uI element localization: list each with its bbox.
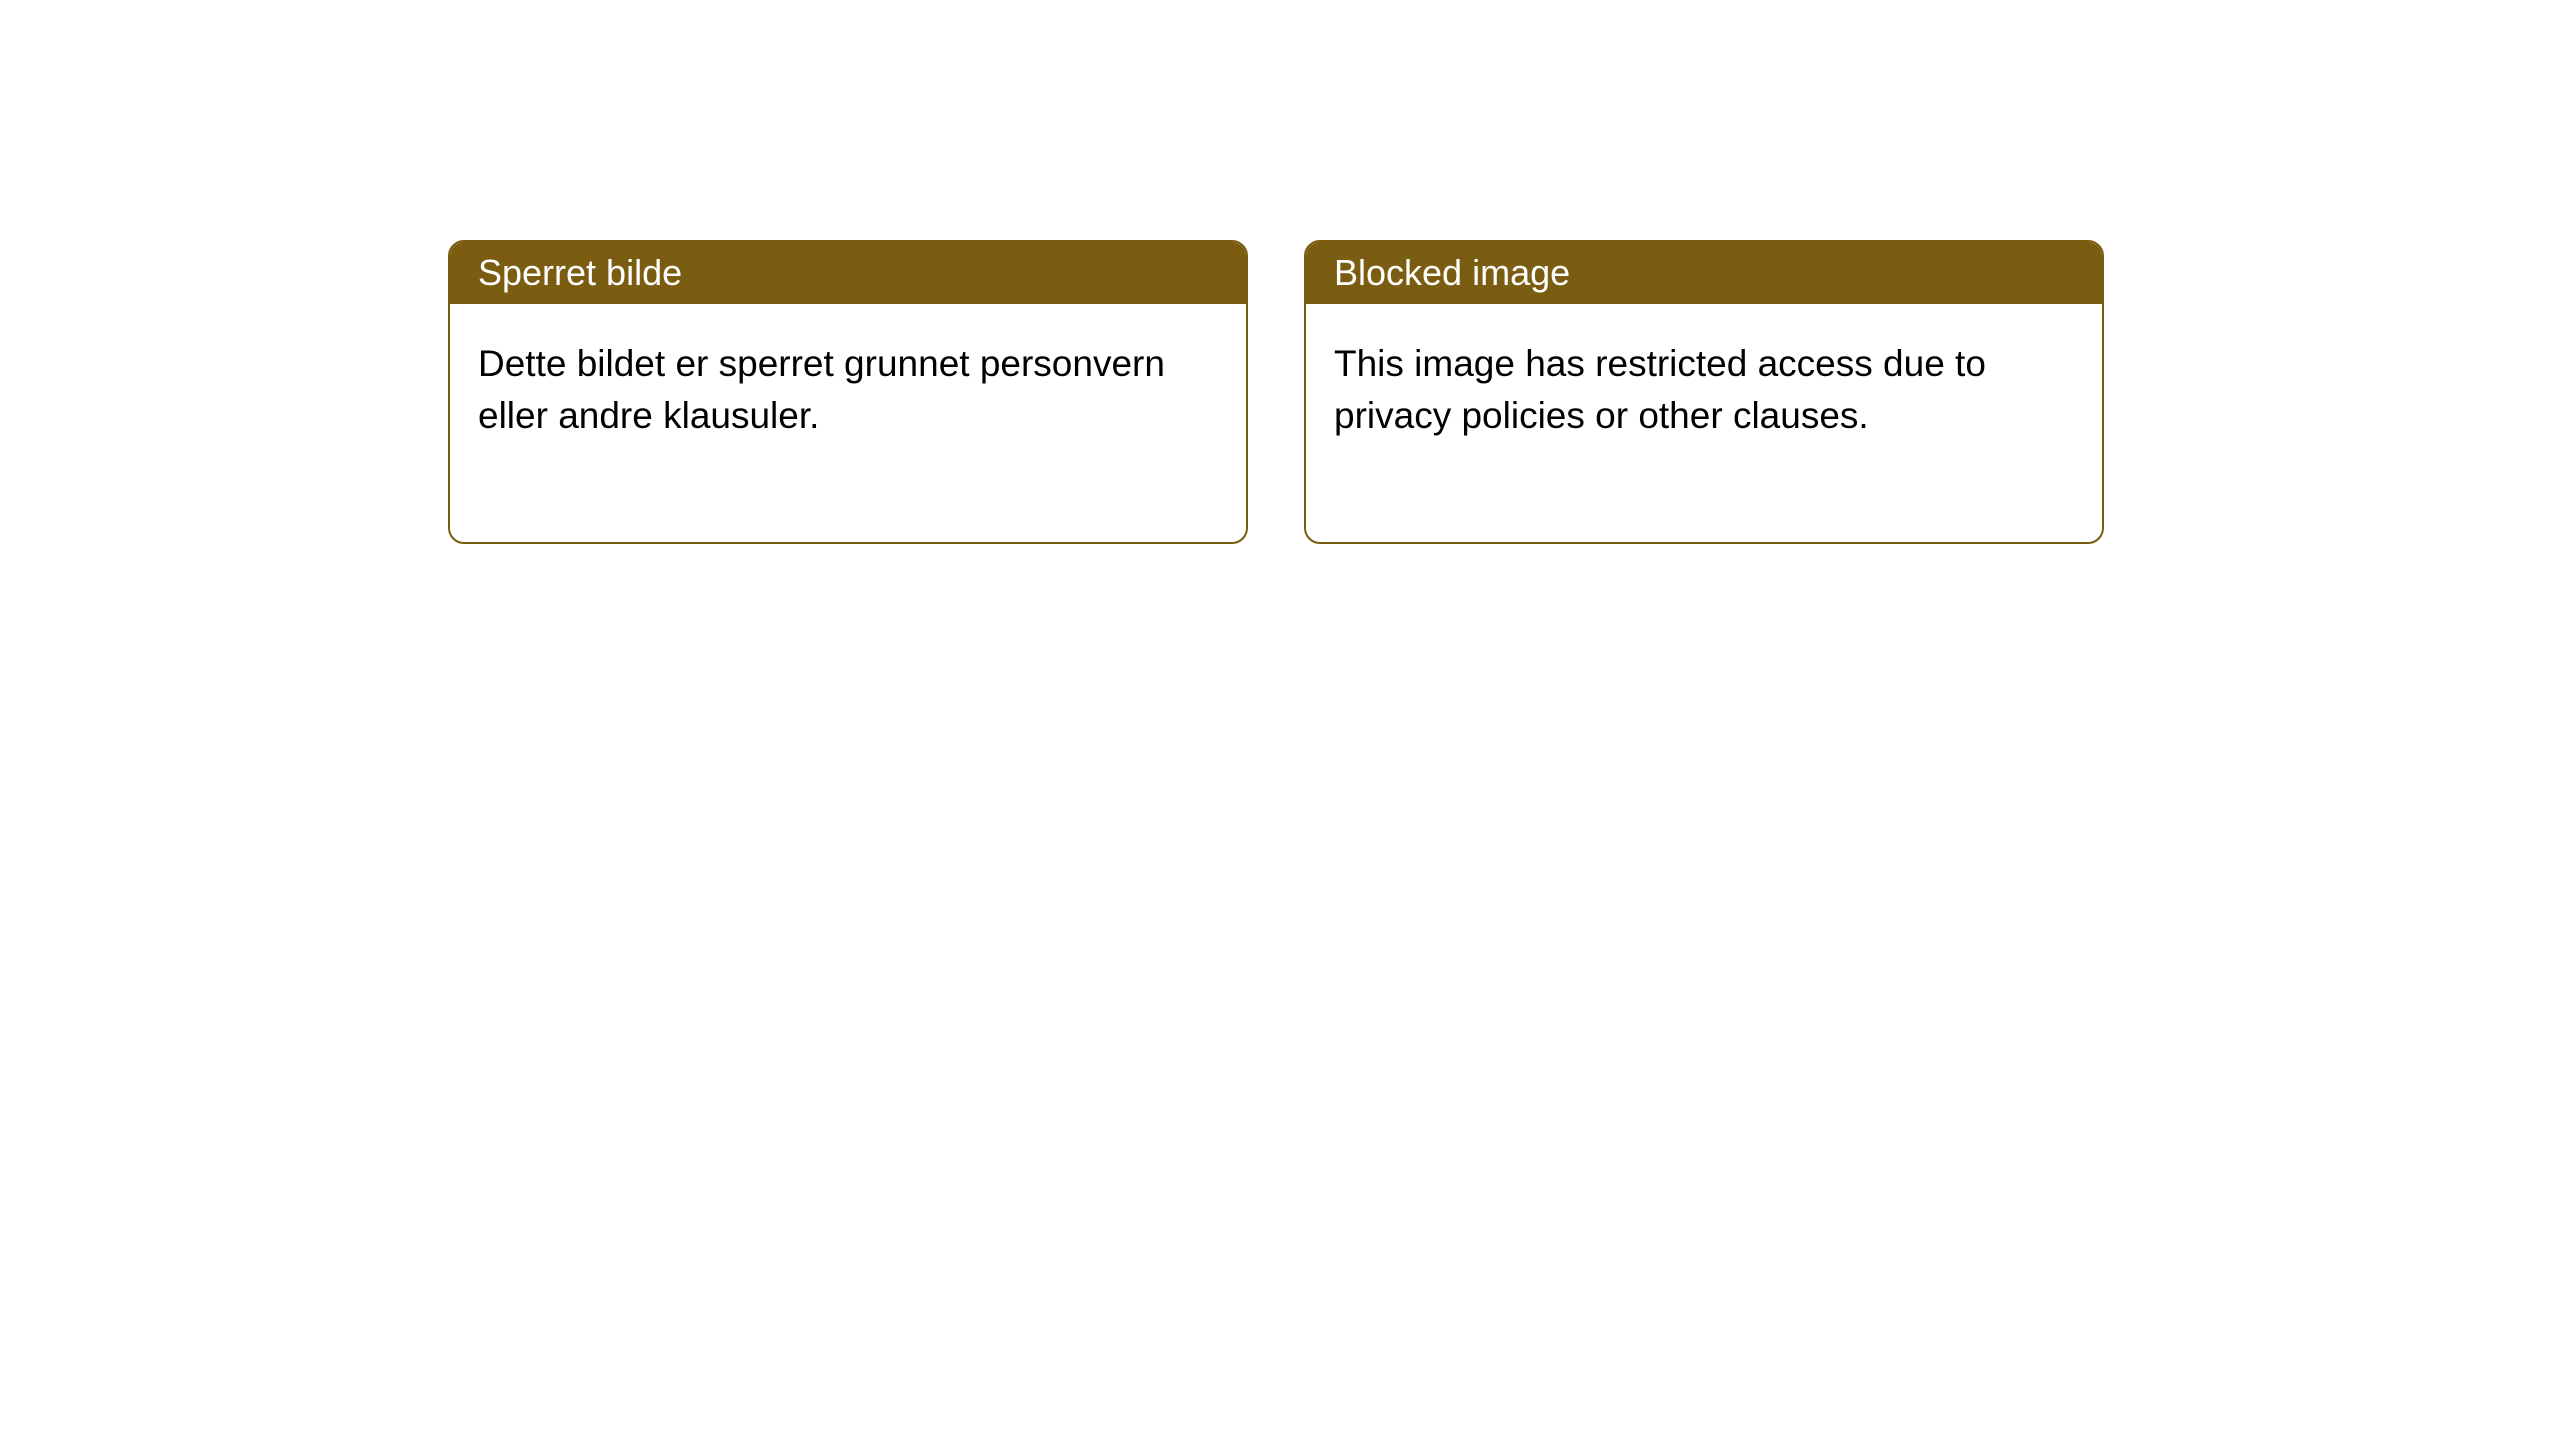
card-text-no: Dette bildet er sperret grunnet personve… <box>478 343 1165 436</box>
cards-container: Sperret bilde Dette bildet er sperret gr… <box>0 0 2560 544</box>
card-body-en: This image has restricted access due to … <box>1306 304 2102 542</box>
card-body-no: Dette bildet er sperret grunnet personve… <box>450 304 1246 542</box>
card-title-no: Sperret bilde <box>478 252 682 293</box>
card-text-en: This image has restricted access due to … <box>1334 343 1986 436</box>
blocked-image-card-en: Blocked image This image has restricted … <box>1304 240 2104 544</box>
card-header-no: Sperret bilde <box>450 242 1246 304</box>
card-header-en: Blocked image <box>1306 242 2102 304</box>
card-title-en: Blocked image <box>1334 252 1570 293</box>
blocked-image-card-no: Sperret bilde Dette bildet er sperret gr… <box>448 240 1248 544</box>
